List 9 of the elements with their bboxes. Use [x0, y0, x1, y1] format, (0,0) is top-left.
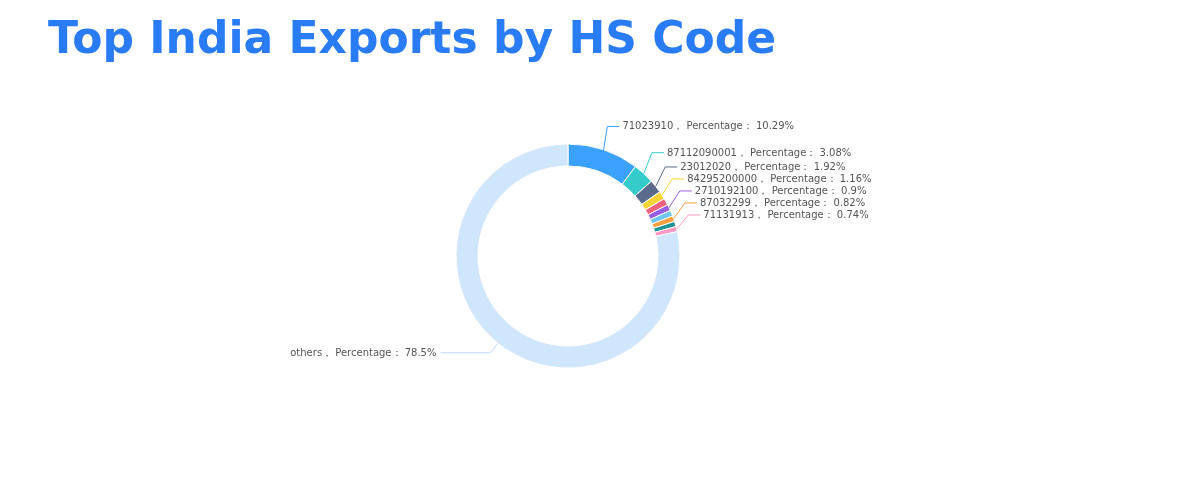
chart-title: Top India Exports by HS Code	[48, 12, 777, 63]
slice-label: 87032299， Percentage： 0.82%	[699, 196, 866, 208]
slice-label: 23012020， Percentage： 1.92%	[680, 160, 846, 172]
slice-label: 71131913， Percentage： 0.74%	[703, 208, 869, 220]
slice-label: 71023910， Percentage： 10.29%	[622, 120, 795, 132]
slice-label: 84295200000， Percentage： 1.16%	[687, 172, 872, 184]
slice-label: others， Percentage： 78.5%	[290, 346, 437, 358]
slice-label: 87112090001， Percentage： 3.08%	[666, 146, 852, 158]
slice-label: 2710192100， Percentage： 0.9%	[694, 184, 867, 196]
